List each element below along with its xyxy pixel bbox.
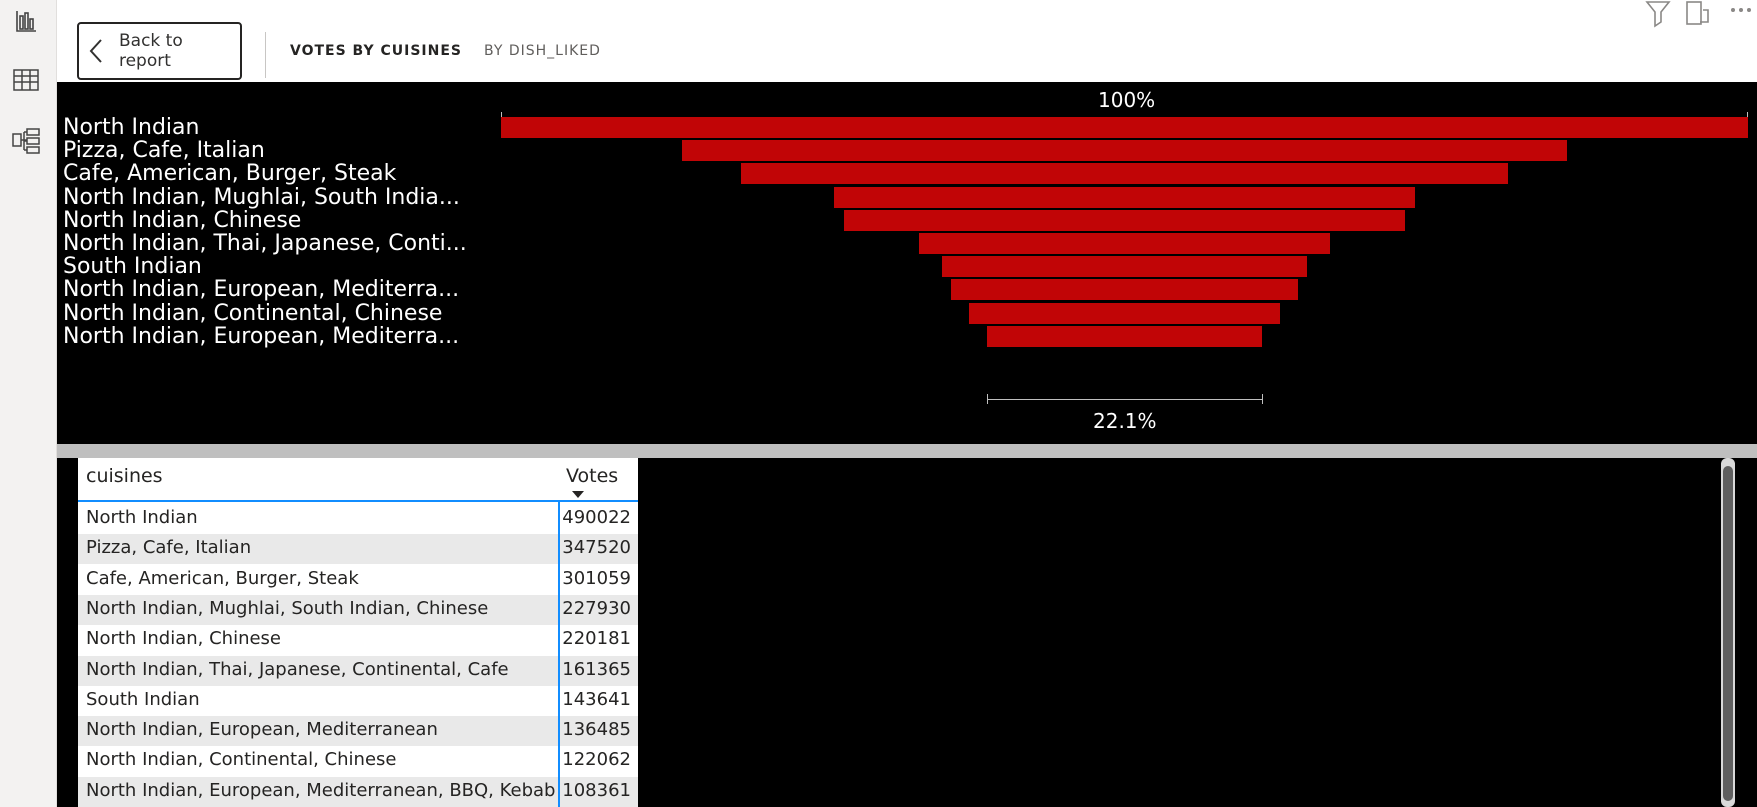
- column-header-votes[interactable]: Votes: [566, 465, 619, 487]
- funnel-category-label: Cafe, American, Burger, Steak: [63, 161, 397, 187]
- bottom-scale-line: [986, 399, 1263, 400]
- cell-votes: 108361: [562, 779, 631, 801]
- funnel-category-label: North Indian, Chinese: [63, 207, 302, 233]
- funnel-category-label: North Indian, European, Mediterra...: [63, 323, 460, 349]
- funnel-category-label: North Indian, Thai, Japanese, Conti...: [63, 231, 467, 256]
- more-options-icon[interactable]: [1727, 0, 1755, 28]
- header-divider: [265, 32, 266, 78]
- cell-cuisines: Pizza, Cafe, Italian: [86, 537, 252, 559]
- cell-cuisines: North Indian, Chinese: [86, 628, 282, 650]
- data-table: cuisines Votes North Indian 490022 Pizza, …: [78, 458, 638, 807]
- funnel-category-label: North Indian, Mughlai, South India...: [63, 184, 460, 210]
- column-separator: [558, 502, 560, 807]
- cell-votes: 347520: [562, 537, 631, 559]
- bottom-scale-tick-left: [986, 394, 988, 404]
- cell-cuisines: North Indian, Mughlai, South Indian, Chi…: [86, 597, 489, 619]
- funnel-category-label: North Indian: [63, 115, 200, 140]
- cell-cuisines: Cafe, American, Burger, Steak: [86, 567, 359, 589]
- table-icon[interactable]: [11, 65, 41, 95]
- funnel-bar[interactable]: [950, 279, 1299, 301]
- funnel-category-label: South Indian: [63, 254, 202, 280]
- filter-icon[interactable]: [1644, 0, 1672, 28]
- funnel-chart: 100% 22.1% North Indian Pizza, Cafe, Ital…: [57, 82, 1757, 442]
- chevron-left-icon: [89, 39, 102, 63]
- funnel-bar[interactable]: [741, 163, 1508, 185]
- cell-cuisines: North Indian, Thai, Japanese, Continenta…: [86, 658, 509, 680]
- tab-by-dish-liked[interactable]: BY DISH_LIKED: [484, 43, 601, 59]
- bottom-scale-tick-right: [1262, 394, 1264, 404]
- cell-cuisines: North Indian, European, Mediterranean, B…: [86, 779, 556, 801]
- table-row[interactable]: Cafe, American, Burger, Steak 301059: [78, 565, 638, 595]
- cell-votes: 122062: [562, 749, 631, 771]
- visual-area: 100% 22.1% North Indian Pizza, Cafe, Ital…: [57, 82, 1757, 807]
- cell-votes: 301059: [562, 567, 631, 589]
- back-to-report-button[interactable]: Back to report: [77, 22, 242, 80]
- funnel-top-label: 100%: [1098, 88, 1156, 112]
- cell-votes: 136485: [562, 719, 631, 741]
- table-row[interactable]: North Indian, European, Mediterranean 136…: [78, 716, 638, 747]
- bar-chart-icon[interactable]: [11, 6, 41, 36]
- tab-votes-by-cuisines[interactable]: VOTES BY CUISINES: [290, 43, 462, 59]
- cell-cuisines: North Indian: [86, 507, 198, 528]
- funnel-bar[interactable]: [844, 209, 1405, 231]
- table-row[interactable]: North Indian, Thai, Japanese, Continenta…: [78, 655, 638, 686]
- cell-cuisines: North Indian, European, Mediterranean: [86, 719, 438, 741]
- table-row[interactable]: North Indian, Chinese 220181: [78, 625, 638, 655]
- funnel-bottom-label: 22.1%: [1093, 409, 1157, 433]
- funnel-bar[interactable]: [919, 233, 1330, 254]
- column-header-cuisines[interactable]: cuisines: [86, 465, 163, 487]
- table-row[interactable]: North Indian, European, Mediterranean, B…: [78, 776, 638, 807]
- header: Back to report VOTES BY CUISINES BY DISH…: [57, 0, 1757, 82]
- scrollbar-thumb[interactable]: [1723, 466, 1733, 801]
- table-row[interactable]: North Indian 490022: [78, 504, 638, 534]
- cell-cuisines: South Indian: [86, 688, 200, 710]
- cell-votes: 143641: [562, 688, 631, 710]
- table-header: cuisines Votes: [78, 458, 638, 502]
- funnel-category-label: North Indian, European, Mediterra...: [63, 277, 460, 303]
- cell-votes: 220181: [562, 628, 631, 650]
- funnel-bar[interactable]: [682, 140, 1567, 162]
- funnel-category-label: North Indian, Continental, Chinese: [63, 300, 443, 326]
- cell-votes: 161365: [562, 658, 631, 680]
- cell-cuisines: North Indian, Continental, Chinese: [86, 749, 397, 771]
- focus-mode-icon[interactable]: [1683, 0, 1711, 28]
- cell-votes: 490022: [562, 507, 631, 528]
- funnel-category-label: Pizza, Cafe, Italian: [63, 138, 265, 164]
- sort-descending-icon[interactable]: [572, 491, 584, 498]
- funnel-bar[interactable]: [834, 186, 1415, 208]
- table-row[interactable]: North Indian, Continental, Chinese 122062: [78, 746, 638, 776]
- table-row[interactable]: South Indian 143641: [78, 686, 638, 716]
- cell-votes: 227930: [562, 597, 631, 619]
- funnel-bar[interactable]: [941, 256, 1308, 278]
- table-row[interactable]: North Indian, Mughlai, South Indian, Chi…: [78, 594, 638, 625]
- model-icon[interactable]: [11, 126, 41, 156]
- back-to-report-label: Back to report: [118, 31, 183, 71]
- divider-band: [57, 444, 1757, 458]
- vertical-scrollbar[interactable]: [1721, 458, 1735, 807]
- table-row[interactable]: Pizza, Cafe, Italian 347520: [78, 534, 638, 565]
- funnel-bar[interactable]: [986, 325, 1263, 347]
- left-rail: [0, 0, 57, 807]
- funnel-bar[interactable]: [969, 302, 1280, 324]
- funnel-bar[interactable]: [501, 117, 1748, 138]
